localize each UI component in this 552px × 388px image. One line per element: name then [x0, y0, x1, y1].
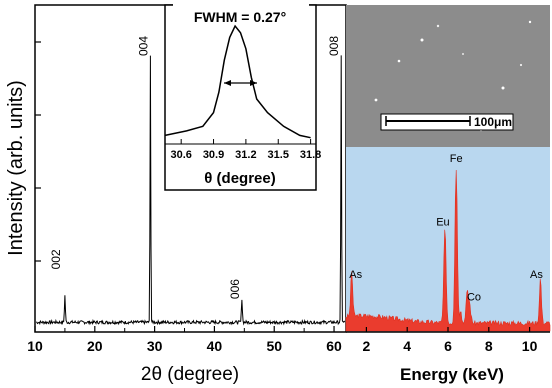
xrd-y-axis-label: Intensity (arb. units)	[5, 80, 27, 256]
inset-series-line	[164, 24, 311, 139]
xrd-peak-label: 004	[136, 36, 150, 56]
xrd-y-ticks	[35, 41, 41, 262]
edx-x-tick-label: 4	[403, 338, 411, 354]
sem-particles	[374, 20, 532, 132]
sem-image: 100μm	[346, 5, 550, 147]
xrd-x-axis-label: 2θ (degree)	[141, 364, 239, 385]
inset-title-bg	[173, 4, 309, 28]
xrd-x-tick-label: 20	[87, 338, 103, 354]
edx-x-axis-label: Energy (keV)	[400, 365, 504, 384]
inset-x-tick-label: 31.5	[268, 149, 289, 161]
inset-x-tick-label: 30.6	[170, 149, 191, 161]
edx-peak-label: Eu	[436, 217, 449, 229]
xrd-peak-label: 008	[327, 36, 341, 56]
sem-scale-bar: 100μm	[380, 113, 514, 131]
inset-panel: FWHM = 0.27° 30.6 30.9 31.2 31.5 31.8 θ (deg…	[164, 4, 321, 191]
xrd-x-tick-label: 60	[326, 338, 342, 354]
edx-peak-label: Fe	[450, 153, 463, 165]
edx-panel: 2 4 6 8 10 As Eu Fe Co As Energy (keV)	[345, 147, 551, 384]
edx-x-tick-label: 10	[522, 338, 538, 354]
xrd-peak-labels: 002 004 006 008	[49, 36, 341, 299]
edx-peak-label: As	[530, 269, 543, 281]
inset-title: FWHM = 0.27°	[194, 9, 286, 25]
inset-x-tick-label: 31.8	[300, 149, 321, 161]
xrd-x-tick-label: 10	[27, 338, 43, 354]
xrd-x-tick-label: 40	[207, 338, 223, 354]
edx-x-tick-label: 8	[485, 338, 493, 354]
fwhm-arrow	[224, 80, 257, 86]
xrd-peak-label: 002	[49, 249, 63, 269]
xrd-series-line	[36, 55, 346, 326]
inset-x-ticks: 30.6 30.9 31.2 31.5 31.8	[165, 139, 321, 161]
xrd-x-tick-label: 50	[266, 338, 282, 354]
edx-x-tick-label: 6	[444, 338, 452, 354]
inset-x-axis-label: θ (degree)	[204, 170, 275, 187]
inset-x-tick-label: 31.2	[235, 149, 256, 161]
inset-frame	[164, 4, 317, 191]
inset-x-tick-label: 30.9	[203, 149, 224, 161]
edx-x-ticks: 2 4 6 8 10	[363, 327, 538, 354]
edx-peak-label: As	[349, 269, 362, 281]
edx-x-tick-label: 2	[363, 338, 371, 354]
edx-peak-label: Co	[467, 292, 481, 304]
edx-spectrum-area	[345, 169, 551, 332]
xrd-x-tick-label: 30	[147, 338, 163, 354]
edx-background	[346, 147, 550, 332]
sem-scale-bar-label: 100μm	[474, 115, 512, 129]
xrd-x-ticks: 10 20 30 40 50 60	[27, 326, 342, 354]
xrd-peak-label: 006	[228, 279, 242, 299]
edx-peak-labels: As Eu Fe Co As	[349, 153, 543, 304]
